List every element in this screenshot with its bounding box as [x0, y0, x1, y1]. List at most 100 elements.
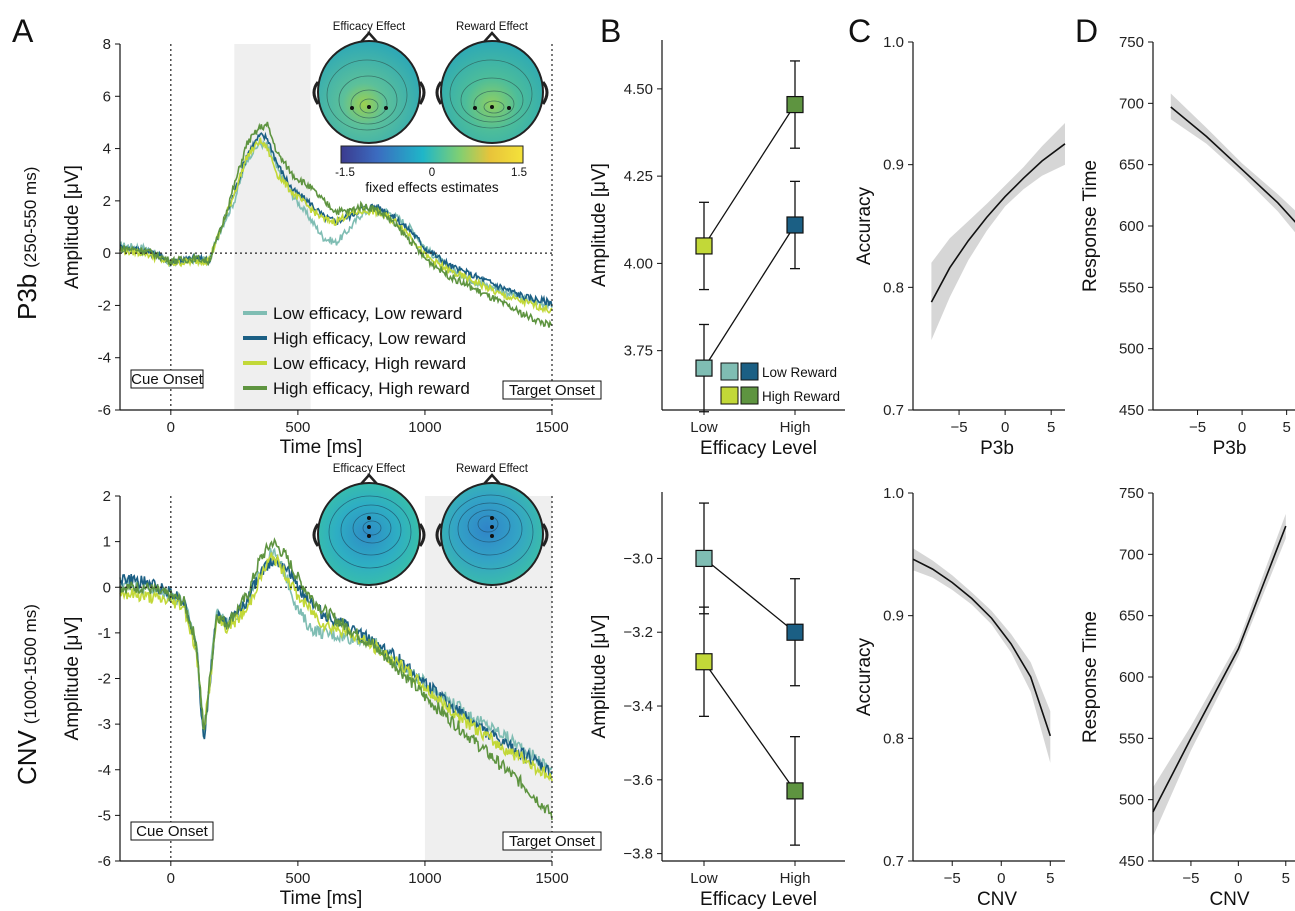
y-tick-label: 0.9 [883, 608, 904, 625]
regression-accuracy-cnv: 0.7 0.8 0.9 1.0 −5 0 5 CNV Accuracy [854, 485, 1065, 910]
y-tick-label: 1 [103, 534, 111, 551]
y-tick-label: 450 [1119, 402, 1144, 419]
interaction-line [703, 557, 796, 633]
mean-marker [695, 653, 713, 671]
legend-label-1: Low efficacy, Low reward [273, 304, 462, 323]
colorbar-label: fixed effects estimates [365, 180, 499, 195]
y-tick-label: 1.0 [883, 485, 904, 502]
erp-series-line [119, 537, 553, 821]
x-tick-label: −5 [951, 419, 968, 436]
legend-label-3: Low efficacy, High reward [273, 354, 466, 373]
y-tick-label: 3.75 [624, 343, 653, 360]
regression-line [930, 143, 1066, 303]
y-axis-label: Response Time [1080, 160, 1101, 292]
y-tick-label: 550 [1119, 279, 1144, 296]
y-tick-label: 2 [103, 193, 111, 210]
interaction-line [703, 104, 796, 247]
y-tick-label: -6 [98, 853, 111, 870]
confidence-band [931, 123, 1065, 341]
x-axis-label: CNV [977, 889, 1017, 910]
x-tick-label: −5 [1189, 419, 1206, 436]
y-tick-label: -1 [98, 625, 111, 642]
interaction-plot-cnv: −3.8 −3.6 −3.4 −3.2 −3.0 Low High Efficacy Leve… [589, 492, 845, 910]
x-tick-label: 1500 [535, 419, 568, 436]
legend-swatch-low-eff-low-rew [720, 362, 739, 381]
y-tick-label: 700 [1119, 95, 1144, 112]
y-tick-label: 450 [1119, 853, 1144, 870]
confidence-band [913, 548, 1051, 763]
y-tick-label: 0 [103, 579, 111, 596]
y-tick-label: 4.50 [624, 81, 653, 98]
target-onset-label: Target Onset [502, 380, 602, 400]
y-tick-label: 4 [103, 141, 111, 158]
y-axis-label: Amplitude [μV] [62, 165, 83, 289]
colorbar-tick-min: -1.5 [335, 167, 355, 179]
y-tick-label: 0.8 [883, 279, 904, 296]
panel-letter-d: D [1075, 13, 1098, 49]
x-tick-label: 5 [1047, 419, 1055, 436]
y-tick-label: 650 [1119, 608, 1144, 625]
erp-series-line [119, 121, 553, 328]
topo-colorbar: -1.5 0 1.5 fixed effects estimates [335, 145, 527, 195]
mean-marker [786, 216, 804, 234]
y-tick-label: 700 [1119, 546, 1144, 563]
y-tick-label: 550 [1119, 730, 1144, 747]
y-tick-label: 500 [1119, 341, 1144, 358]
mean-marker [786, 782, 804, 800]
svg-text:Cue Onset: Cue Onset [131, 371, 204, 388]
cue-onset-label: Cue Onset [130, 369, 204, 389]
legend-label-2: High efficacy, Low reward [273, 329, 466, 348]
regression-line [1152, 525, 1287, 813]
y-tick-label: 0 [103, 245, 111, 262]
x-tick-label: Low [690, 419, 718, 436]
row-label-p3b: P3b(250-550 ms) [12, 167, 42, 320]
legend-label-low-reward: Low Reward [762, 365, 837, 380]
y-axis-label: Accuracy [854, 637, 875, 716]
y-tick-label: -3 [98, 716, 111, 733]
y-tick-label: 4.25 [624, 168, 653, 185]
y-tick-label: 750 [1119, 485, 1144, 502]
y-tick-label: 0.7 [883, 853, 904, 870]
y-tick-label: 0.7 [883, 402, 904, 419]
erp-series-group [119, 121, 553, 328]
topomap-efficacy-cnv: Efficacy Effect [312, 463, 426, 586]
x-tick-label: 0 [1238, 419, 1246, 436]
x-tick-label: 1500 [535, 870, 568, 887]
y-tick-label: -6 [98, 402, 111, 419]
mean-marker [786, 95, 804, 114]
topomap-reward-cnv: Reward Effect [435, 463, 549, 586]
y-axis-label: Response Time [1080, 611, 1101, 743]
x-tick-label: Low [690, 870, 718, 887]
analysis-window-shade [234, 44, 311, 410]
x-tick-label: 0 [167, 870, 175, 887]
topomap-reward-p3b: Reward Effect [435, 21, 549, 144]
y-tick-label: -4 [98, 350, 111, 367]
x-tick-label: High [780, 419, 811, 436]
x-tick-label: 500 [285, 419, 310, 436]
y-tick-label: −3.6 [623, 772, 653, 789]
x-tick-label: −5 [1182, 870, 1199, 887]
x-tick-label: High [780, 870, 811, 887]
panel-letter-a: A [12, 13, 34, 49]
y-tick-label: 750 [1119, 34, 1144, 51]
x-tick-label: 5 [1282, 419, 1290, 436]
svg-text:Target Onset: Target Onset [509, 833, 596, 850]
y-tick-label: 4.00 [624, 255, 653, 272]
y-tick-label: −3.2 [623, 624, 653, 641]
x-tick-label: 0 [997, 870, 1005, 887]
x-tick-label: 5 [1282, 870, 1290, 887]
mean-marker [695, 549, 713, 568]
cue-onset-label: Cue Onset [130, 821, 214, 841]
regression-line [912, 558, 1052, 737]
y-tick-label: 600 [1119, 218, 1144, 235]
y-tick-label: 8 [103, 36, 111, 53]
interaction-line [703, 224, 796, 369]
interaction-legend: Low Reward High Reward [720, 362, 840, 405]
target-onset-label: Target Onset [502, 831, 602, 851]
x-tick-label: 5 [1046, 870, 1054, 887]
mean-marker [695, 237, 713, 255]
interaction-line [703, 661, 796, 792]
confidence-band [1153, 513, 1286, 837]
x-tick-label: 500 [285, 870, 310, 887]
